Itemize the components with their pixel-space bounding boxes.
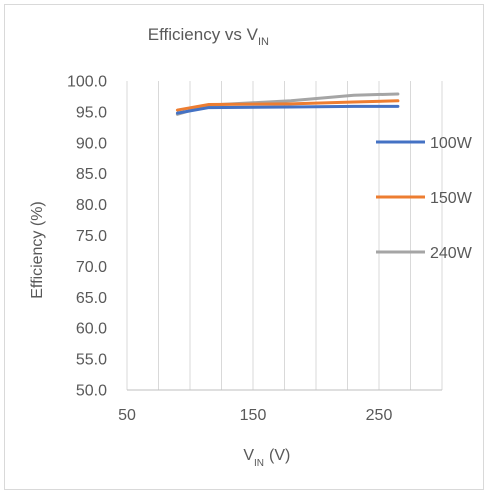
y-tick-labels: 50.0 55.0 60.0 65.0 70.0 75.0 80.0 85.0 90.0 95.0… xyxy=(67,74,107,400)
y-tick-label: 80.0 xyxy=(76,197,107,214)
legend-label-100w: 100W xyxy=(430,135,473,152)
chart-title: Efficiency vs V xyxy=(148,25,259,44)
legend: 100W 150W 240W xyxy=(376,135,473,262)
y-tick-label: 65.0 xyxy=(76,290,107,307)
y-tick-label: 100.0 xyxy=(67,74,107,91)
legend-label-150w: 150W xyxy=(430,190,473,207)
legend-label-240w: 240W xyxy=(430,245,473,262)
y-tick-label: 85.0 xyxy=(76,166,107,183)
x-tick-label: 50 xyxy=(118,407,136,424)
grid-lines xyxy=(126,81,443,391)
series-lines xyxy=(175,92,400,116)
series-line-100w xyxy=(175,104,400,115)
chart-frame xyxy=(4,4,484,490)
y-tick-label: 95.0 xyxy=(76,104,107,121)
x-tick-label: 250 xyxy=(366,407,393,424)
y-tick-label: 90.0 xyxy=(76,135,107,152)
y-tick-label: 75.0 xyxy=(76,228,107,245)
y-axis-label: Efficiency (%) xyxy=(29,201,46,299)
y-tick-label: 55.0 xyxy=(76,352,107,369)
y-tick-label: 70.0 xyxy=(76,259,107,276)
series-line-150w xyxy=(175,99,400,112)
chart-title-subscript: IN xyxy=(258,36,269,48)
x-axis-label-unit: (V) xyxy=(269,447,290,464)
x-axis-label: V xyxy=(243,447,254,464)
x-tick-label: 150 xyxy=(240,407,267,424)
y-tick-label: 50.0 xyxy=(76,383,107,400)
y-tick-label: 60.0 xyxy=(76,321,107,338)
x-tick-labels: 50 150 250 xyxy=(118,407,392,424)
x-axis-label-subscript: IN xyxy=(254,458,264,469)
